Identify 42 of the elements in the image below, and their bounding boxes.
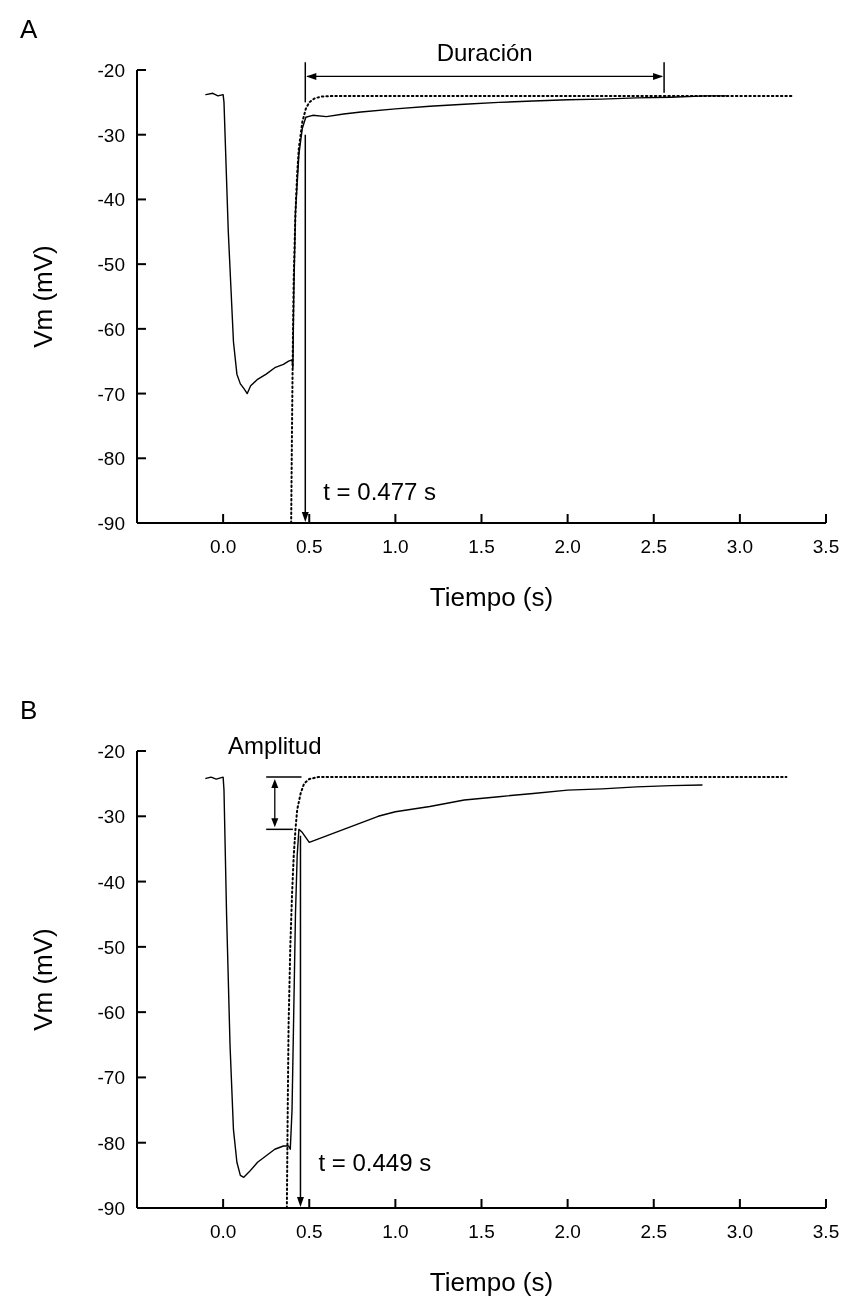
x-tick-label: 2.0 [554,1221,581,1242]
x-tick-label: 1.5 [468,536,495,557]
x-axis-title: Tiempo (s) [429,1267,554,1297]
x-tick-label: 1.0 [382,1221,409,1242]
x-tick-label: 3.5 [812,1221,840,1242]
text: Duración [436,38,533,66]
y-tick-label: -30 [97,806,125,828]
x-tick-label: 2.5 [640,1221,667,1242]
annotation: Amplitud [228,732,322,760]
chart-title: B [20,695,38,725]
y-tick-label: -80 [97,448,125,470]
y-tick-label: -40 [97,189,125,211]
y-axis-title: Vm (mV) [28,928,58,1031]
y-tick-label: -30 [97,124,125,146]
y-tick-label: -50 [97,254,125,276]
x-tick-label: 2.0 [554,536,581,557]
y-tick-label: -70 [97,1067,125,1089]
y-axis-title: Vm (mV) [28,245,58,348]
y-tick-label: -60 [97,318,125,340]
x-tick-label: 0.5 [296,1221,323,1242]
y-tick-label: -20 [97,60,125,81]
x-tick-label: 2.5 [640,536,667,557]
x-tick-label: 0.5 [296,536,323,557]
x-tick-label: 3.0 [726,536,754,557]
y-tick-label: -90 [97,513,125,534]
ref-line-label: t = 0.449 s [318,1149,432,1177]
y-tick-label: -70 [97,383,125,405]
y-tick-label: -40 [97,871,125,893]
x-tick-label: 3.5 [812,536,840,557]
x-tick-label: 1.5 [468,1221,495,1242]
y-tick-label: -60 [97,1002,125,1024]
x-tick-label: 1.0 [382,536,409,557]
chart-title: A [20,14,38,44]
ref-line-label: t = 0.477 s [323,477,437,505]
y-tick-label: -90 [97,1198,125,1219]
x-tick-label: 0.0 [209,1221,237,1242]
y-tick-label: -80 [97,1132,125,1154]
y-tick-label: -50 [97,936,125,958]
x-tick-label: 3.0 [726,1221,754,1242]
x-tick-label: 0.0 [209,536,237,557]
x-axis-title: Tiempo (s) [429,582,554,612]
y-tick-label: -20 [97,741,125,762]
